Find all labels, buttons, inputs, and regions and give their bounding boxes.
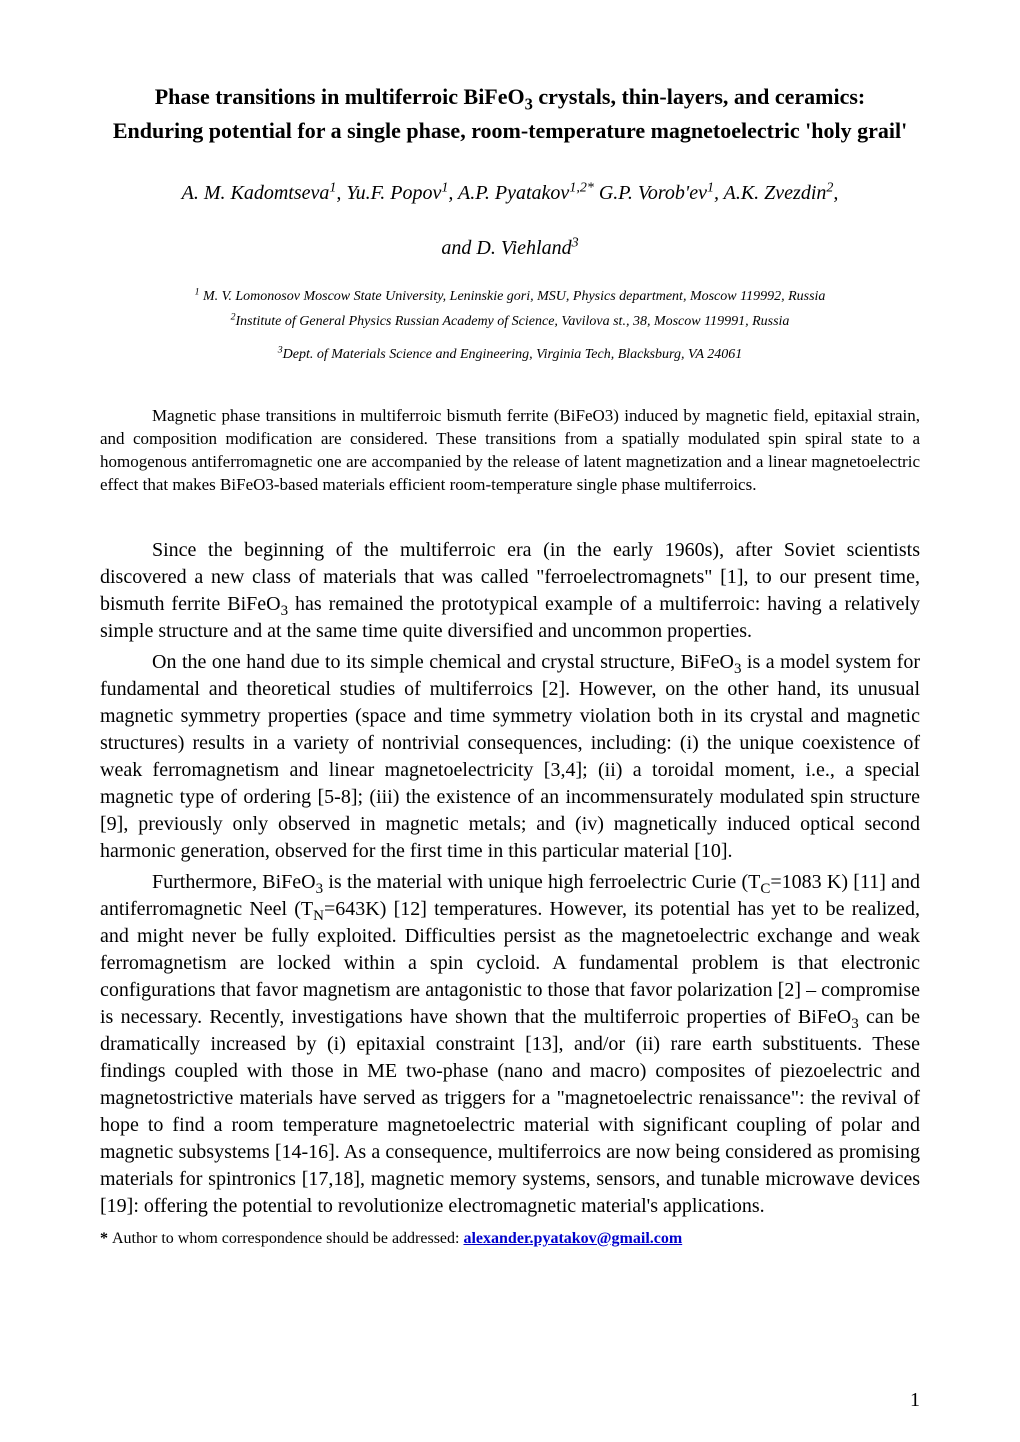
title-block: Phase transitions in multiferroic BiFeO3… (100, 80, 920, 148)
note-asterisk: * (100, 1230, 112, 1247)
authors-line-1: A. M. Kadomtseva1, Yu.F. Popov1, A.P. Py… (100, 182, 920, 205)
abstract: Magnetic phase transitions in multiferro… (100, 405, 920, 497)
corresponding-email-link[interactable]: alexander.pyatakov@gmail.com (463, 1230, 682, 1247)
affiliation-2: 2Institute of General Physics Russian Ac… (100, 313, 920, 332)
paragraph-1: Since the beginning of the multiferroic … (100, 537, 920, 645)
page: Phase transitions in multiferroic BiFeO3… (0, 0, 1020, 1442)
page-number: 1 (910, 1389, 920, 1412)
paragraph-3: Furthermore, BiFeO3 is the material with… (100, 869, 920, 1220)
affiliation-3: 3Dept. of Materials Science and Engineer… (100, 346, 920, 365)
corresponding-author-note: * Author to whom correspondence should b… (100, 1230, 920, 1248)
abstract-text: Magnetic phase transitions in multiferro… (100, 405, 920, 497)
affiliation-block: 1 M. V. Lomonosov Moscow State Universit… (100, 288, 920, 365)
note-text: Author to whom correspondence should be … (112, 1230, 463, 1247)
body: Since the beginning of the multiferroic … (100, 537, 920, 1220)
title-line-1: Phase transitions in multiferroic BiFeO3… (100, 80, 920, 114)
title-line-2: Enduring potential for a single phase, r… (100, 114, 920, 148)
authors-line-2: and D. Viehland3 (100, 237, 920, 260)
paragraph-2: On the one hand due to its simple chemic… (100, 649, 920, 865)
affiliation-1: 1 M. V. Lomonosov Moscow State Universit… (100, 288, 920, 307)
